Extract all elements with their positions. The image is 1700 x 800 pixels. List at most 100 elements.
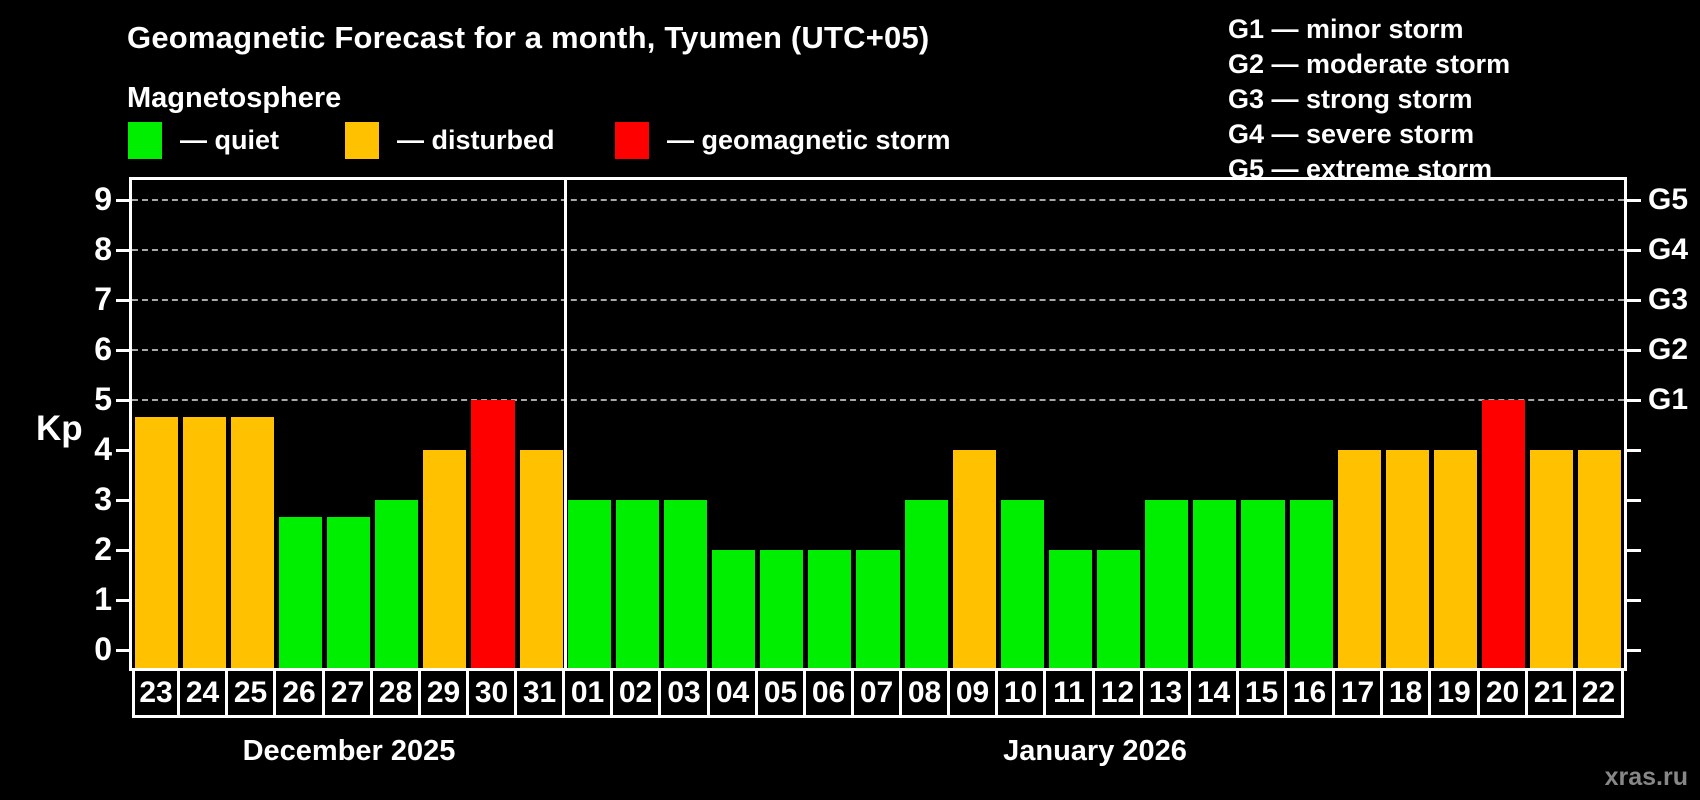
day-label: 01 bbox=[562, 668, 613, 718]
legend-label-quiet: — quiet bbox=[180, 124, 279, 155]
gridline-kp8 bbox=[132, 249, 1624, 251]
storm-scale-item-g4: G4 — severe storm bbox=[1228, 119, 1475, 149]
kp-bar-09 bbox=[952, 450, 996, 668]
kp-bar-11 bbox=[1048, 550, 1093, 668]
g-scale-tick-label: G3 bbox=[1648, 283, 1689, 316]
day-label: 21 bbox=[1525, 668, 1576, 718]
day-label: 11 bbox=[1043, 668, 1095, 718]
left-axis-tick bbox=[116, 598, 130, 602]
g-scale-tick-label: G5 bbox=[1648, 183, 1689, 216]
legend-item-storm: — geomagnetic storm bbox=[615, 121, 951, 159]
quiet-color-swatch bbox=[128, 121, 162, 159]
day-label: 09 bbox=[947, 668, 998, 718]
kp-bar-06 bbox=[808, 550, 852, 668]
y-tick-label: 3 bbox=[94, 481, 112, 517]
y-tick-label: 7 bbox=[94, 281, 112, 317]
kp-bar-16 bbox=[1289, 500, 1333, 668]
day-label: 15 bbox=[1236, 668, 1287, 718]
storm-scale-item-g3: G3 — strong storm bbox=[1228, 84, 1473, 114]
day-label: 10 bbox=[995, 668, 1046, 718]
gridline-kp9 bbox=[132, 199, 1624, 201]
y-tick-label: 0 bbox=[94, 631, 112, 667]
day-label: 28 bbox=[370, 668, 421, 718]
kp-bar-30 bbox=[471, 400, 515, 668]
kp-bar-31 bbox=[519, 450, 563, 668]
watermark: xras.ru bbox=[1604, 763, 1688, 791]
kp-bar-19 bbox=[1433, 450, 1478, 668]
kp-bar-24 bbox=[182, 416, 226, 668]
g-scale-tick-label: G4 bbox=[1648, 233, 1689, 266]
month-divider bbox=[563, 180, 567, 668]
kp-bar-25 bbox=[230, 416, 274, 668]
kp-bar-20 bbox=[1482, 400, 1526, 668]
left-axis-tick bbox=[116, 298, 130, 302]
right-axis-tick bbox=[1627, 498, 1641, 502]
y-tick-label: 9 bbox=[94, 181, 112, 217]
y-tick-label: 1 bbox=[94, 581, 112, 617]
left-axis-tick bbox=[116, 398, 130, 402]
gridline-kp7 bbox=[132, 299, 1624, 301]
kp-bar-27 bbox=[327, 516, 371, 668]
right-axis-tick bbox=[1627, 298, 1641, 302]
day-label: 03 bbox=[658, 668, 710, 718]
left-axis-tick bbox=[116, 348, 130, 352]
left-axis-tick bbox=[116, 498, 130, 502]
legend-label-disturbed: — disturbed bbox=[397, 124, 555, 155]
kp-bar-18 bbox=[1385, 450, 1429, 668]
kp-bar-08 bbox=[904, 500, 948, 668]
kp-bar-28 bbox=[375, 500, 419, 668]
day-label: 30 bbox=[466, 668, 517, 718]
day-label: 31 bbox=[514, 668, 565, 718]
month-label-january: January 2026 bbox=[1003, 735, 1187, 767]
chart-subtitle: Magnetosphere bbox=[127, 82, 342, 114]
day-label: 25 bbox=[225, 668, 276, 718]
kp-bar-15 bbox=[1241, 500, 1285, 668]
day-label: 27 bbox=[322, 668, 373, 718]
kp-bar-04 bbox=[712, 550, 756, 668]
gridline-kp5 bbox=[132, 399, 1624, 401]
gridline-kp6 bbox=[132, 349, 1624, 351]
storm-color-swatch bbox=[615, 121, 649, 159]
day-label: 23 bbox=[132, 668, 180, 718]
chart-title: Geomagnetic Forecast for a month, Tyumen… bbox=[127, 20, 930, 55]
disturbed-color-swatch bbox=[345, 121, 379, 159]
y-tick-label: 8 bbox=[94, 231, 112, 267]
status-legend: — quiet — disturbed — geomagnetic storm bbox=[0, 121, 1120, 159]
day-label: 26 bbox=[273, 668, 325, 718]
day-label: 29 bbox=[418, 668, 469, 718]
kp-bar-12 bbox=[1097, 550, 1141, 668]
right-axis-tick bbox=[1627, 548, 1641, 552]
kp-bar-chart bbox=[132, 180, 1624, 668]
day-label: 18 bbox=[1380, 668, 1431, 718]
right-axis-tick bbox=[1627, 248, 1641, 252]
right-axis-tick bbox=[1627, 398, 1641, 402]
left-axis-tick bbox=[116, 248, 130, 252]
kp-bar-29 bbox=[423, 450, 467, 668]
kp-bar-17 bbox=[1337, 450, 1381, 668]
right-axis-tick bbox=[1627, 598, 1641, 602]
kp-bar-02 bbox=[615, 500, 659, 668]
day-axis: 23 24 25 26 27 28 29 30 31 01 02 03 04 05 06 07 08 09 10 11… bbox=[132, 668, 1624, 718]
g-scale-tick-label: G1 bbox=[1648, 383, 1689, 416]
legend-item-quiet: — quiet bbox=[128, 121, 279, 159]
kp-bar-21 bbox=[1530, 450, 1574, 668]
storm-scale-item-g2: G2 — moderate storm bbox=[1228, 49, 1511, 79]
g-scale-tick-label: G2 bbox=[1648, 333, 1689, 366]
day-label: 20 bbox=[1477, 668, 1528, 718]
storm-scale-item-g1: G1 — minor storm bbox=[1228, 14, 1464, 44]
day-label: 06 bbox=[803, 668, 854, 718]
kp-bar-23 bbox=[134, 416, 178, 668]
kp-bar-22 bbox=[1578, 450, 1622, 668]
kp-bar-01 bbox=[567, 500, 611, 668]
left-axis-tick bbox=[116, 648, 130, 652]
y-tick-label: 2 bbox=[94, 531, 112, 567]
day-label: 07 bbox=[851, 668, 902, 718]
legend-item-disturbed: — disturbed bbox=[345, 121, 555, 159]
kp-bar-14 bbox=[1193, 500, 1237, 668]
kp-bar-26 bbox=[278, 516, 322, 668]
left-axis-tick bbox=[116, 548, 130, 552]
day-label: 14 bbox=[1188, 668, 1239, 718]
day-label: 12 bbox=[1092, 668, 1143, 718]
kp-bar-03 bbox=[663, 500, 708, 668]
month-label-december: December 2025 bbox=[242, 735, 456, 767]
